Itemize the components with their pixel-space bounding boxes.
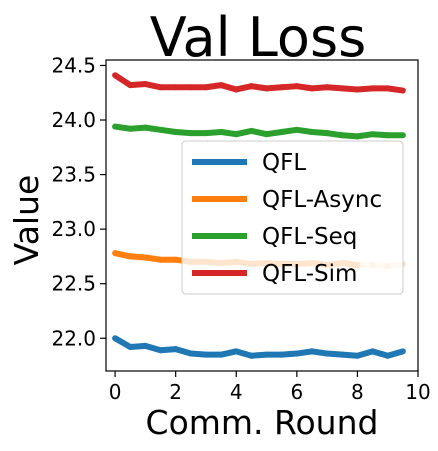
x-axis-label: Comm. Round bbox=[146, 403, 379, 442]
y-tick-label: 23.0 bbox=[51, 217, 96, 241]
plot-frame bbox=[105, 59, 419, 372]
legend-box bbox=[181, 140, 404, 295]
series-qfl-sim bbox=[112, 72, 406, 94]
series-qfl-seq bbox=[112, 123, 406, 140]
legend-label: QFL-Seq bbox=[262, 224, 357, 250]
y-axis: 22.0 22.5 23.0 23.5 24.0 24.5 bbox=[51, 53, 106, 350]
x-tick-label: 10 bbox=[405, 380, 430, 404]
series-qfl-sim-segment bbox=[384, 85, 406, 94]
series-qfl bbox=[112, 335, 406, 359]
x-tick-label: 0 bbox=[109, 380, 122, 404]
x-tick-label: 6 bbox=[290, 380, 303, 404]
chart-title: Val Loss bbox=[150, 6, 366, 69]
legend-label: QFL bbox=[262, 150, 306, 176]
x-tick-label: 2 bbox=[169, 380, 182, 404]
y-axis-label: Value bbox=[7, 175, 46, 266]
legend-label: QFL-Sim bbox=[262, 261, 357, 287]
series-qfl-segment bbox=[384, 348, 406, 359]
x-axis: 0 2 4 6 8 10 bbox=[109, 371, 431, 404]
series-qfl-sim-segment bbox=[112, 72, 134, 89]
y-tick-label: 24.0 bbox=[51, 108, 96, 132]
y-tick-label: 23.5 bbox=[51, 163, 96, 187]
x-tick-label: 8 bbox=[351, 380, 364, 404]
y-tick-label: 22.5 bbox=[51, 272, 96, 296]
legend-label: QFL-Async bbox=[262, 187, 382, 213]
y-tick-label: 24.5 bbox=[51, 53, 96, 77]
x-tick-label: 4 bbox=[230, 380, 243, 404]
y-tick-label: 22.0 bbox=[51, 326, 96, 350]
legend: QFL QFL-Async QFL-Seq QFL-Sim bbox=[181, 140, 404, 295]
